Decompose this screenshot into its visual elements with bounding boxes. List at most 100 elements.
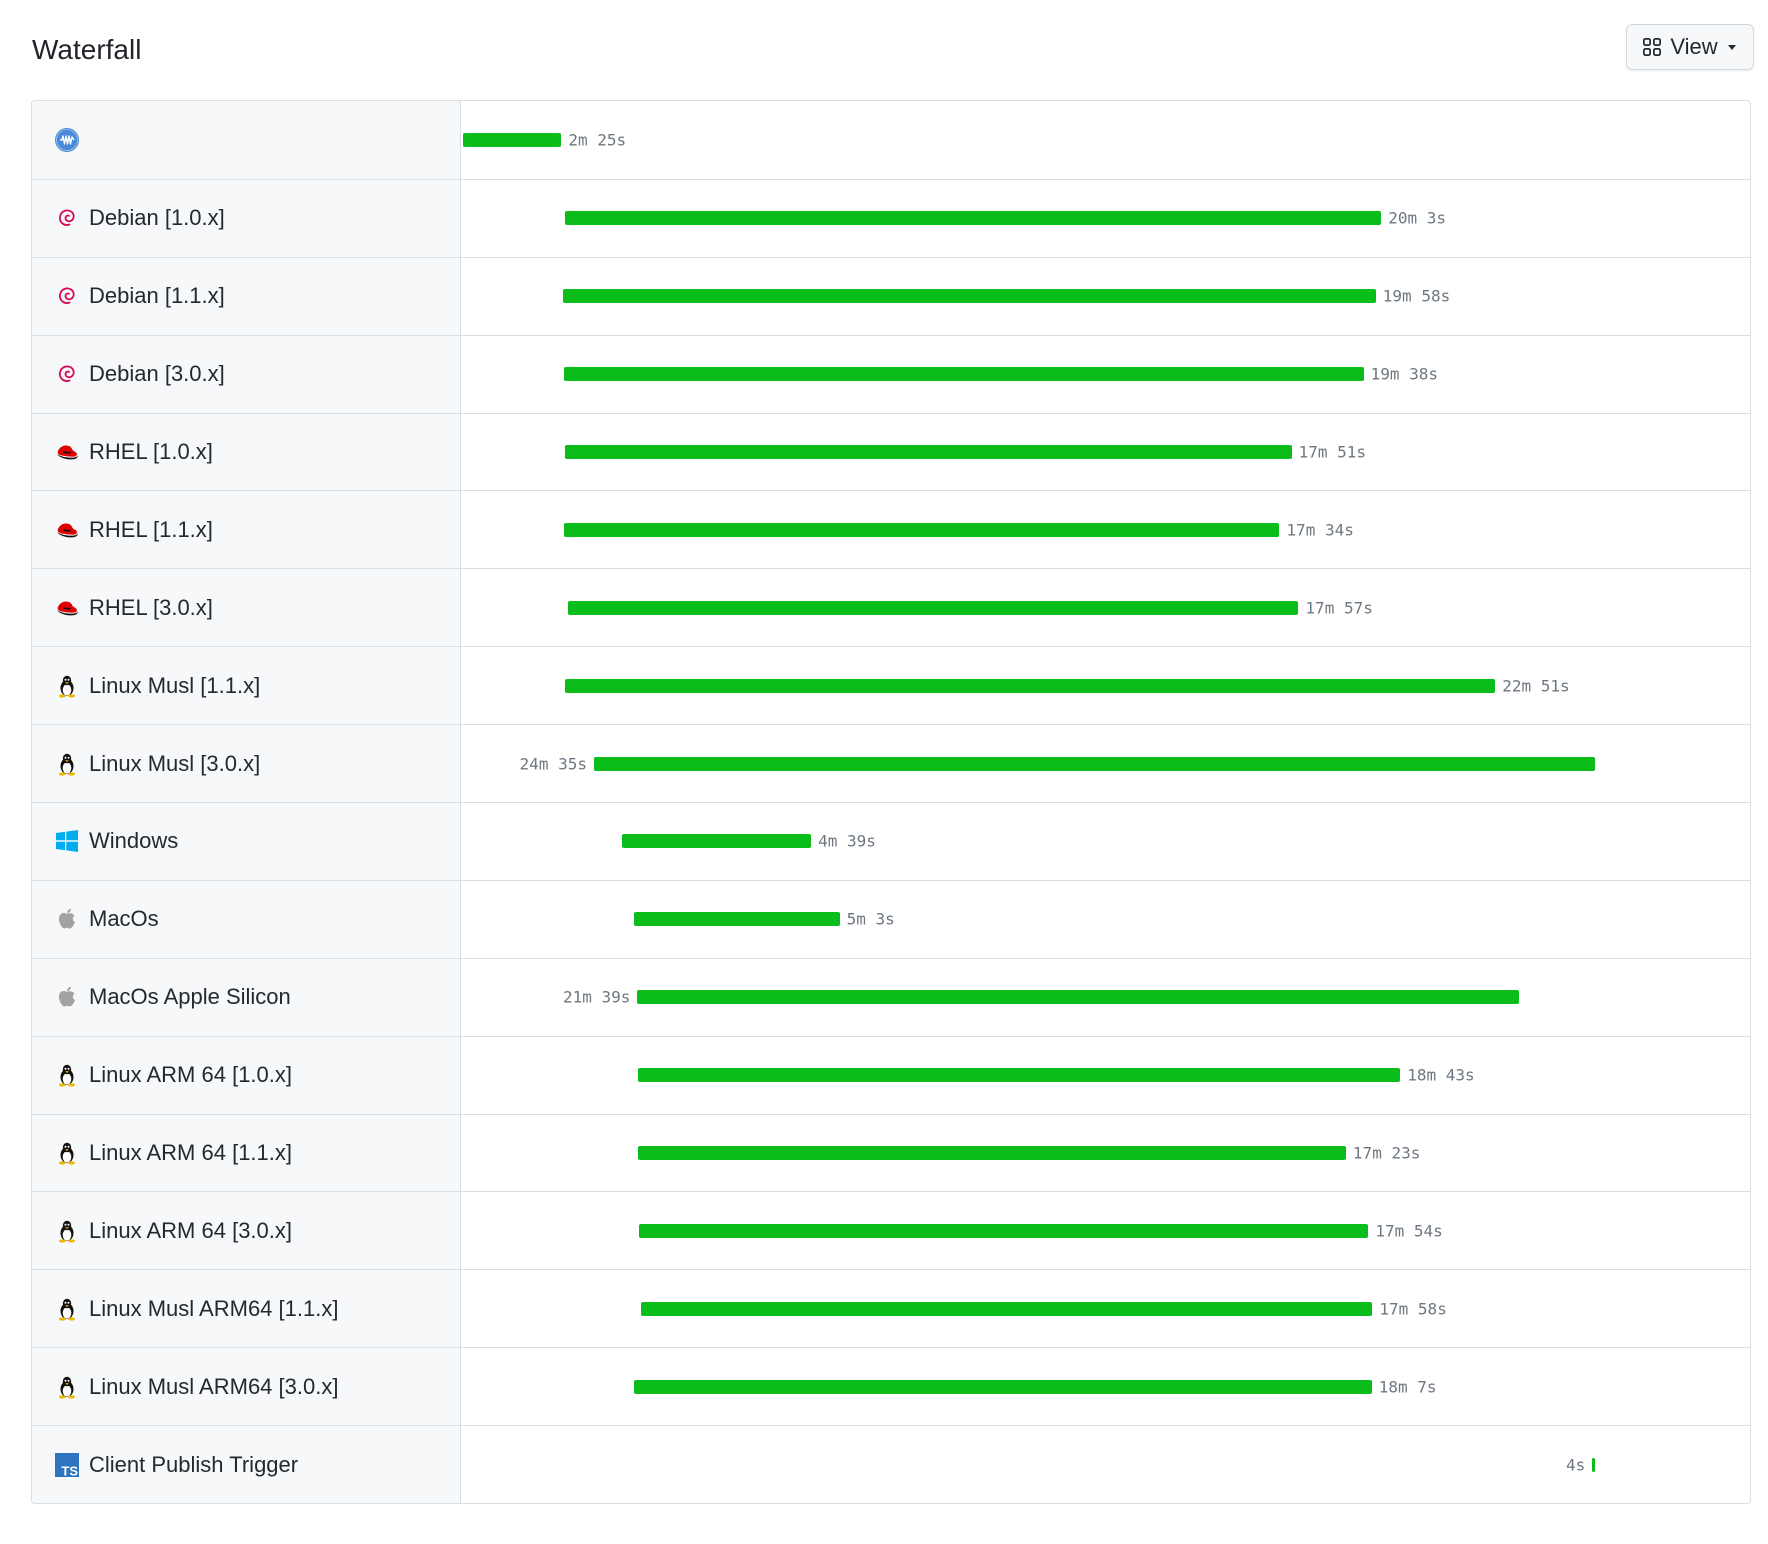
job-label-cell: Windows [32, 803, 461, 880]
job-name[interactable]: RHEL [3.0.x] [89, 594, 213, 620]
job-row[interactable]: Windows 4m 39s [32, 802, 1750, 880]
job-name[interactable]: Client Publish Trigger [89, 1451, 299, 1477]
duration-bar-linux-musl-3-0-x[interactable] [593, 756, 1595, 771]
view-button-label: View [1670, 34, 1718, 59]
job-timeline-cell: 17m 57s [461, 569, 1750, 646]
job-name[interactable]: Linux Musl ARM64 [1.1.x] [89, 1295, 339, 1321]
job-name[interactable]: Windows [89, 828, 179, 854]
duration-bar-debian-1-1-x[interactable] [562, 289, 1376, 304]
duration-bar-debian-1-0-x[interactable] [564, 211, 1382, 226]
duration-bar-linux-arm-64-3-0-x[interactable] [639, 1223, 1369, 1238]
job-timeline-cell: 17m 51s [461, 414, 1750, 491]
job-timeline-cell: 17m 34s [461, 491, 1750, 568]
duration-label: 4s [1566, 1455, 1586, 1475]
job-name[interactable]: RHEL [1.0.x] [89, 439, 213, 464]
duration-bar-macos[interactable] [634, 912, 840, 927]
job-label-cell: RHEL [1.1.x] [32, 491, 461, 569]
job-row[interactable]: Linux Musl ARM64 [3.0.x] 18m 7s [32, 1347, 1750, 1426]
job-row[interactable]: Debian [1.0.x] 20m 3s [32, 178, 1750, 257]
job-name[interactable]: MacOs [89, 906, 159, 932]
duration-label: 17m 23s [1352, 1143, 1421, 1163]
job-label-cell: Linux ARM 64 [3.0.x] [32, 1192, 461, 1270]
redhat-icon [54, 439, 80, 465]
job-label-cell: MacOs Apple Silicon [32, 958, 461, 1036]
job-timeline-cell: 19m 58s [461, 258, 1750, 335]
job-name[interactable]: Linux ARM 64 [1.1.x] [89, 1140, 292, 1166]
job-row[interactable]: RHEL [1.0.x] 17m 51s [32, 412, 1750, 491]
tux-icon [54, 751, 80, 777]
duration-label: 17m 54s [1375, 1221, 1443, 1241]
duration-bar-job[interactable] [463, 132, 562, 147]
job-name[interactable]: Linux ARM 64 [3.0.x] [89, 1217, 292, 1243]
duration-label: 17m 57s [1305, 598, 1373, 618]
workflow-icon [54, 127, 80, 153]
job-row[interactable]: 2m 25s [32, 101, 1750, 179]
job-timeline-cell: 19m 38s [461, 336, 1750, 413]
caret-down-icon [1726, 41, 1738, 53]
job-row[interactable]: MacOs 5m 3s [32, 879, 1750, 958]
duration-bar-linux-musl-arm64-1-1-x[interactable] [640, 1301, 1373, 1316]
duration-bar-linux-musl-1-1-x[interactable] [564, 678, 1496, 693]
view-button[interactable]: View [1626, 24, 1754, 70]
job-label-cell: Debian [1.1.x] [32, 257, 461, 335]
duration-label: 21m 39s [562, 987, 631, 1007]
tux-icon [54, 1140, 80, 1166]
duration-bar-linux-musl-arm64-3-0-x[interactable] [634, 1379, 1372, 1394]
job-name[interactable]: RHEL [1.1.x] [89, 516, 213, 542]
duration-bar-debian-3-0-x[interactable] [564, 367, 1364, 382]
duration-bar-linux-arm-64-1-0-x[interactable] [638, 1068, 1401, 1083]
job-label-cell: RHEL [1.0.x] [32, 413, 461, 491]
duration-bar-macos-apple-silicon[interactable] [637, 990, 1519, 1005]
svg-text:TS: TS [61, 1463, 78, 1478]
debian-icon [54, 205, 80, 231]
job-row[interactable]: TS Client Publish Trigger 4s [32, 1425, 1750, 1504]
job-row[interactable]: Linux Musl [1.1.x] 22m 51s [32, 646, 1750, 725]
job-row[interactable]: Debian [1.1.x] 19m 58s [32, 256, 1750, 335]
job-row[interactable]: RHEL [3.0.x] 17m 57s [32, 568, 1750, 647]
job-label-cell: Linux ARM 64 [1.0.x] [32, 1036, 461, 1114]
job-timeline-cell: 17m 58s [461, 1270, 1750, 1347]
job-label-cell [32, 101, 461, 179]
job-row[interactable]: Linux Musl ARM64 [1.1.x] 17m 58s [32, 1269, 1750, 1348]
job-row[interactable]: Linux ARM 64 [1.0.x] 18m 43s [32, 1035, 1750, 1114]
job-name[interactable]: Debian [1.0.x] [89, 205, 225, 231]
job-timeline-cell: 18m 7s [461, 1348, 1750, 1425]
job-name[interactable]: MacOs Apple Silicon [89, 984, 291, 1010]
job-timeline-cell: 21m 39s [461, 959, 1750, 1036]
job-row[interactable]: RHEL [1.1.x] 17m 34s [32, 490, 1750, 569]
debian-icon [54, 283, 80, 309]
job-row[interactable]: Linux ARM 64 [3.0.x] 17m 54s [32, 1191, 1750, 1270]
duration-label: 19m 58s [1382, 286, 1451, 306]
job-timeline-cell: 18m 43s [461, 1037, 1750, 1114]
job-name[interactable]: Debian [3.0.x] [89, 361, 225, 387]
duration-label: 4m 39s [818, 831, 876, 851]
job-timeline-cell: 22m 51s [461, 647, 1750, 724]
job-row[interactable]: Linux ARM 64 [1.1.x] 17m 23s [32, 1113, 1750, 1192]
duration-label: 18m 43s [1407, 1065, 1475, 1085]
job-name[interactable]: Debian [1.1.x] [89, 283, 225, 309]
job-label-cell: Linux Musl ARM64 [1.1.x] [32, 1270, 461, 1348]
duration-bar-rhel-1-0-x[interactable] [564, 445, 1292, 459]
duration-label: 22m 51s [1502, 676, 1570, 696]
waterfall-table: 2m 25s Debian [1.0.x] 20m 3s Debian [1.1.x]… [31, 100, 1751, 1505]
duration-bar-windows[interactable] [621, 834, 812, 849]
job-timeline-cell: 5m 3s [461, 881, 1750, 958]
duration-bar-rhel-1-1-x[interactable] [564, 522, 1280, 537]
job-label-cell: MacOs [32, 880, 461, 958]
job-row[interactable]: MacOs Apple Silicon 21m 39s [32, 957, 1750, 1036]
job-name[interactable]: Linux Musl [1.1.x] [89, 672, 261, 698]
job-row[interactable]: Debian [3.0.x] 19m 38s [32, 334, 1750, 413]
duration-bar-client-publish-trigger[interactable] [1592, 1457, 1595, 1472]
duration-bar-linux-arm-64-1-1-x[interactable] [638, 1146, 1346, 1161]
apple-icon [54, 984, 80, 1010]
job-name[interactable]: Linux Musl [3.0.x] [89, 750, 261, 776]
job-label-cell: Linux Musl [1.1.x] [32, 647, 461, 725]
job-name[interactable]: Linux Musl ARM64 [3.0.x] [89, 1373, 339, 1399]
duration-label: 17m 51s [1298, 442, 1367, 462]
duration-bar-rhel-3-0-x[interactable] [567, 600, 1299, 615]
duration-label: 5m 3s [846, 909, 895, 929]
job-row[interactable]: Linux Musl [3.0.x] 24m 35s [32, 724, 1750, 803]
job-timeline-cell: 20m 3s [461, 180, 1750, 257]
job-name[interactable]: Linux ARM 64 [1.0.x] [89, 1062, 292, 1088]
